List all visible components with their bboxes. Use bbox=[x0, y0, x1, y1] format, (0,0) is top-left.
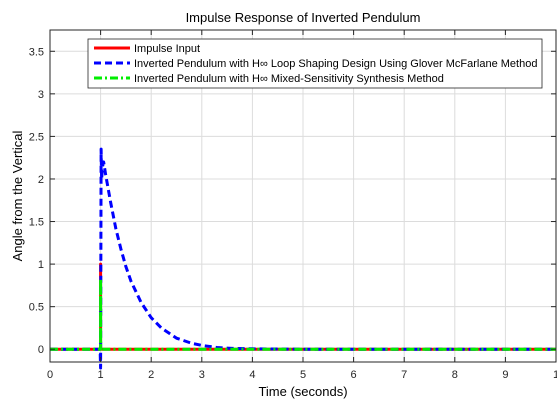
chart-title: Impulse Response of Inverted Pendulum bbox=[186, 10, 421, 25]
legend-label-mixed-sensitivity: Inverted Pendulum with H∞ Mixed-Sensitiv… bbox=[134, 73, 444, 85]
y-tick-label: 0.5 bbox=[29, 302, 44, 314]
y-axis-label: Angle from the Vertical bbox=[10, 130, 25, 261]
y-tick-label: 3 bbox=[38, 89, 44, 101]
x-tick-label: 3 bbox=[199, 369, 205, 381]
legend: Impulse Input Inverted Pendulum with H∞ … bbox=[87, 38, 543, 89]
y-tick-labels: 0 0.5 1 1.5 2 2.5 3 3.5 bbox=[29, 46, 44, 356]
ticks bbox=[49, 30, 557, 362]
y-tick-label: 3.5 bbox=[29, 46, 44, 58]
y-tick-label: 2.5 bbox=[29, 131, 44, 143]
x-tick-label: 8 bbox=[452, 369, 458, 381]
x-tick-label: 7 bbox=[401, 369, 407, 381]
x-tick-label: 6 bbox=[351, 369, 357, 381]
legend-label-impulse: Impulse Input bbox=[134, 43, 200, 55]
y-tick-label: 2 bbox=[38, 174, 44, 186]
legend-label-loop-shaping: Inverted Pendulum with H∞ Loop Shaping D… bbox=[134, 58, 537, 70]
x-tick-label: 5 bbox=[300, 369, 306, 381]
x-tick-label: 2 bbox=[148, 369, 154, 381]
series-layer bbox=[50, 147, 556, 370]
y-tick-label: 0 bbox=[38, 344, 44, 356]
x-tick-label: 4 bbox=[249, 369, 255, 381]
x-tick-labels: 0 1 2 3 4 5 6 7 8 9 1 bbox=[47, 369, 557, 381]
y-tick-label: 1 bbox=[38, 259, 44, 271]
x-tick-label: 9 bbox=[502, 369, 508, 381]
legend-box bbox=[87, 38, 543, 89]
x-tick-label: 1 bbox=[553, 369, 557, 381]
x-tick-label: 0 bbox=[47, 369, 53, 381]
series-line-mixed-sensitivity bbox=[50, 277, 556, 351]
x-tick-label: 1 bbox=[98, 369, 104, 381]
y-tick-label: 1.5 bbox=[29, 217, 44, 229]
x-axis-label: Time (seconds) bbox=[258, 384, 347, 399]
